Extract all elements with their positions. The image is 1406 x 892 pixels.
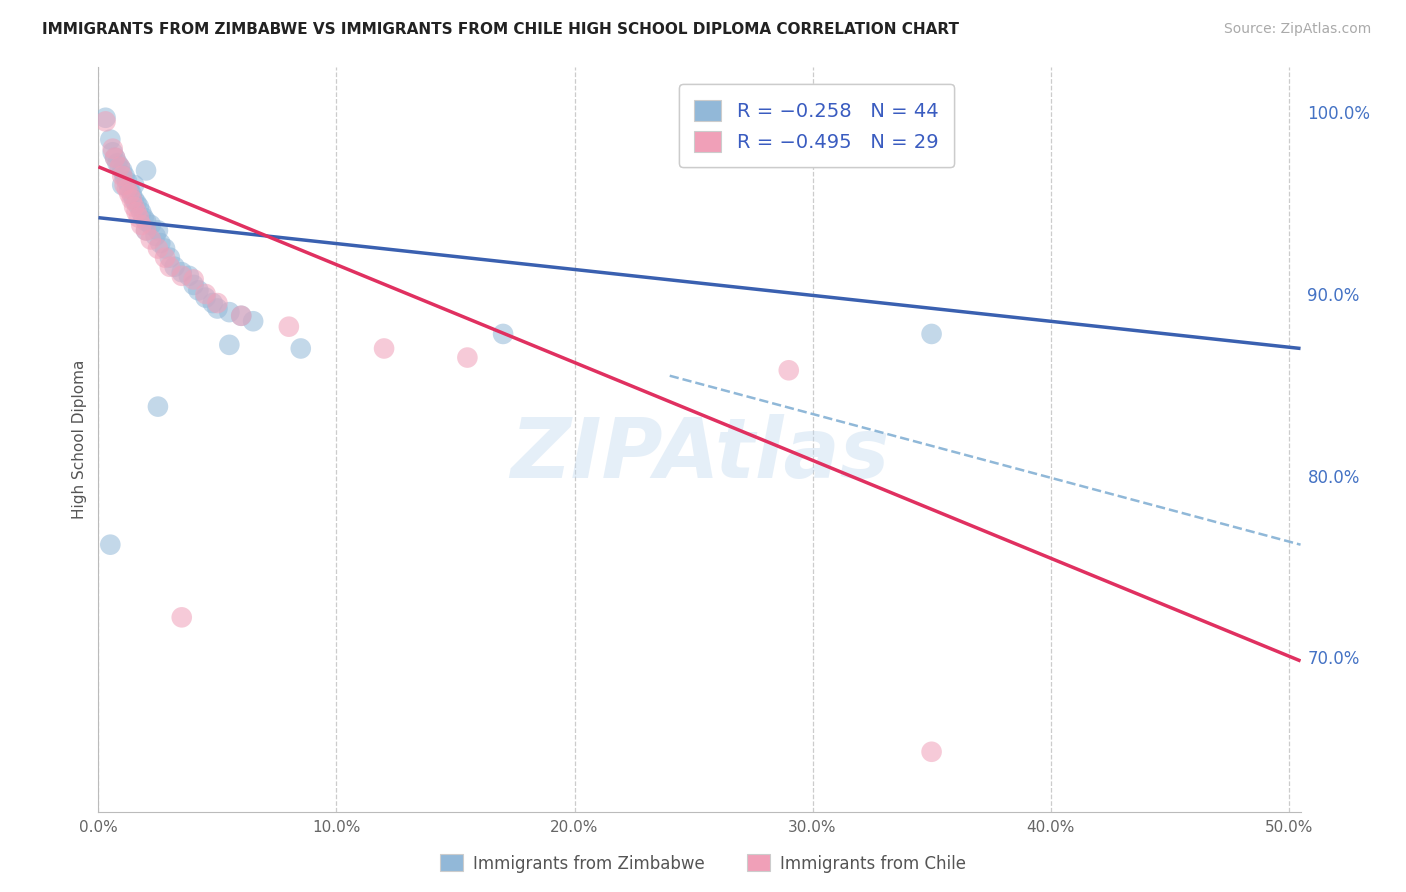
Point <box>778 363 800 377</box>
Point <box>231 309 253 323</box>
Point <box>170 268 193 283</box>
Point <box>125 196 148 211</box>
Point <box>104 151 127 165</box>
Point <box>121 187 143 202</box>
Point <box>218 338 240 352</box>
Point <box>101 145 124 160</box>
Point <box>373 342 395 356</box>
Text: Source: ZipAtlas.com: Source: ZipAtlas.com <box>1223 22 1371 37</box>
Text: ZIPAtlas: ZIPAtlas <box>510 414 889 495</box>
Y-axis label: High School Diploma: High School Diploma <box>72 359 87 519</box>
Point <box>207 301 229 316</box>
Point <box>108 160 131 174</box>
Point <box>129 218 152 232</box>
Point <box>118 187 141 202</box>
Point <box>114 169 136 183</box>
Point <box>135 214 157 228</box>
Point <box>115 174 138 188</box>
Point <box>921 745 943 759</box>
Point <box>139 232 162 246</box>
Point <box>135 223 157 237</box>
Point <box>207 296 229 310</box>
Point <box>146 223 169 237</box>
Point <box>149 236 172 251</box>
Point <box>153 251 176 265</box>
Point <box>101 142 124 156</box>
Point <box>111 163 134 178</box>
Point <box>107 156 129 170</box>
Point <box>135 223 157 237</box>
Point <box>456 351 478 365</box>
Point <box>114 178 136 192</box>
Point <box>177 268 200 283</box>
Point <box>242 314 264 328</box>
Point <box>94 111 117 125</box>
Point <box>201 296 224 310</box>
Point <box>145 228 167 243</box>
Point <box>194 291 217 305</box>
Point <box>170 265 193 279</box>
Point <box>115 181 138 195</box>
Point <box>98 132 121 146</box>
Point <box>921 326 943 341</box>
Legend: Immigrants from Zimbabwe, Immigrants from Chile: Immigrants from Zimbabwe, Immigrants fro… <box>433 847 973 880</box>
Point <box>187 284 209 298</box>
Point <box>98 538 121 552</box>
Point <box>492 326 515 341</box>
Point <box>121 193 143 207</box>
Point <box>159 260 181 274</box>
Legend: R = −0.258   N = 44, R = −0.495   N = 29: R = −0.258 N = 44, R = −0.495 N = 29 <box>679 84 955 168</box>
Point <box>132 211 155 225</box>
Point <box>94 114 117 128</box>
Point <box>183 277 205 292</box>
Point <box>183 272 205 286</box>
Point <box>231 309 253 323</box>
Point <box>111 169 134 183</box>
Point <box>153 242 176 256</box>
Point <box>111 178 134 192</box>
Point <box>118 181 141 195</box>
Point <box>146 400 169 414</box>
Point <box>139 218 162 232</box>
Point <box>122 193 145 207</box>
Point <box>104 151 127 165</box>
Point <box>128 200 150 214</box>
Point <box>163 260 186 274</box>
Point <box>159 251 181 265</box>
Point <box>146 242 169 256</box>
Text: IMMIGRANTS FROM ZIMBABWE VS IMMIGRANTS FROM CHILE HIGH SCHOOL DIPLOMA CORRELATIO: IMMIGRANTS FROM ZIMBABWE VS IMMIGRANTS F… <box>42 22 959 37</box>
Point <box>129 205 152 219</box>
Point <box>170 610 193 624</box>
Point <box>122 200 145 214</box>
Point <box>218 305 240 319</box>
Point <box>108 160 131 174</box>
Point <box>135 163 157 178</box>
Point <box>290 342 312 356</box>
Point <box>122 178 145 192</box>
Point <box>128 211 150 225</box>
Point <box>277 319 299 334</box>
Point <box>125 205 148 219</box>
Point <box>194 287 217 301</box>
